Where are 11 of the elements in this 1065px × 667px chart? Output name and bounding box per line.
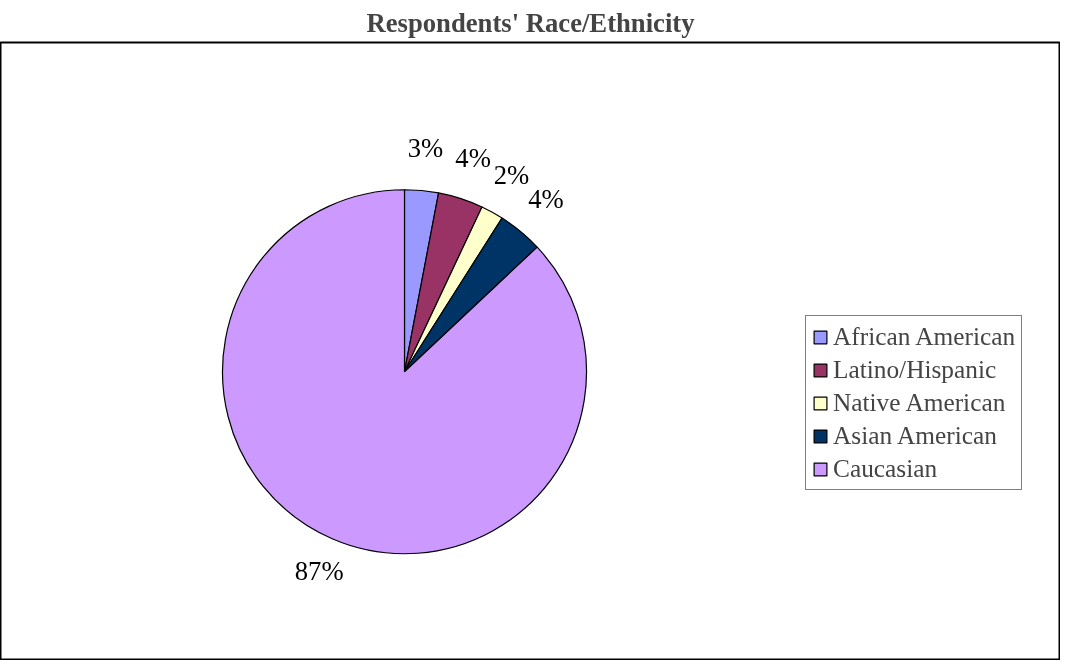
- data-label: 4%: [455, 143, 491, 174]
- legend-label: Native American: [833, 388, 1006, 417]
- data-label: 3%: [407, 133, 444, 164]
- data-label: 4%: [528, 183, 564, 214]
- chart-title: Respondents' Race/Ethnicity: [366, 7, 696, 38]
- legend-label: Latino/Hispanic: [833, 355, 997, 384]
- data-label: 87%: [294, 555, 344, 586]
- data-label: 2%: [493, 160, 530, 191]
- legend-label: Caucasian: [833, 454, 938, 483]
- legend-label: African American: [833, 322, 1016, 351]
- legend-label: Asian American: [833, 421, 997, 450]
